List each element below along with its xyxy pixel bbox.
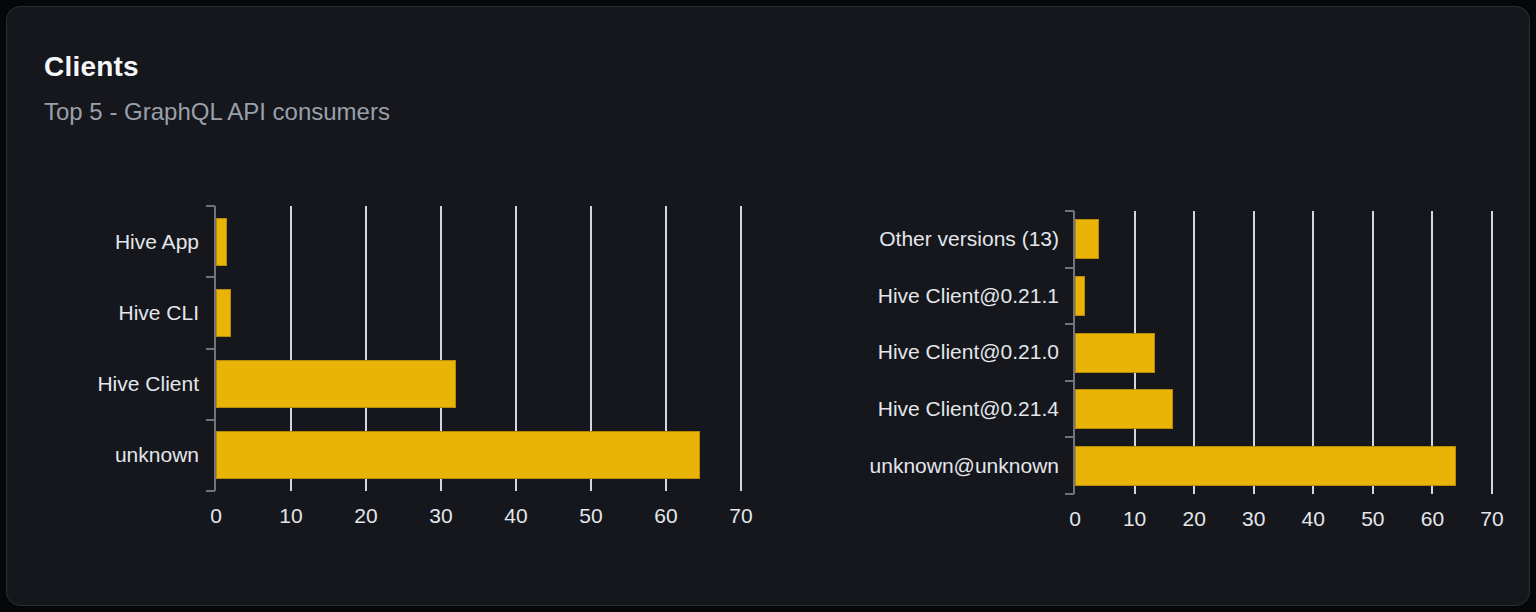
x-axis-tick-label: 60 — [1421, 507, 1444, 531]
gridline — [1491, 211, 1493, 494]
y-axis-tick — [1065, 323, 1074, 325]
y-axis-tick — [1065, 493, 1074, 495]
y-axis-tick — [1065, 380, 1074, 382]
x-axis-tick-label: 30 — [1242, 507, 1265, 531]
x-axis-labels: 010203040506070 — [1075, 507, 1492, 541]
bar-hive-client-0-21-0 — [1075, 333, 1155, 373]
x-axis-tick-label: 70 — [1480, 507, 1503, 531]
x-axis-tick-label: 0 — [1069, 507, 1081, 531]
category-label: Hive Client@0.21.1 — [787, 268, 1059, 325]
category-label: Other versions (13) — [787, 211, 1059, 268]
category-label: unknown@unknown — [787, 437, 1059, 494]
bar-hive-client-0-21-4 — [1075, 389, 1173, 429]
clients-by-version-chart: Other versions (13)Hive Client@0.21.1Hiv… — [7, 7, 1529, 605]
x-axis-tick-label: 50 — [1361, 507, 1384, 531]
plot-area — [1075, 211, 1492, 494]
bar-other-versions-13- — [1075, 219, 1099, 259]
x-axis-tick-label: 40 — [1302, 507, 1325, 531]
y-axis-tick — [1065, 267, 1074, 269]
category-labels: Other versions (13)Hive Client@0.21.1Hiv… — [787, 211, 1059, 494]
x-axis-tick-label: 10 — [1123, 507, 1146, 531]
clients-card: Clients Top 5 - GraphQL API consumers Hi… — [6, 6, 1530, 606]
x-axis-tick-label: 20 — [1182, 507, 1205, 531]
bar-unknown-unknown — [1075, 446, 1456, 486]
category-label: Hive Client@0.21.0 — [787, 324, 1059, 381]
bar-hive-client-0-21-1 — [1075, 276, 1085, 316]
y-axis-tick — [1065, 436, 1074, 438]
y-axis-tick — [1065, 210, 1074, 212]
category-label: Hive Client@0.21.4 — [787, 381, 1059, 438]
